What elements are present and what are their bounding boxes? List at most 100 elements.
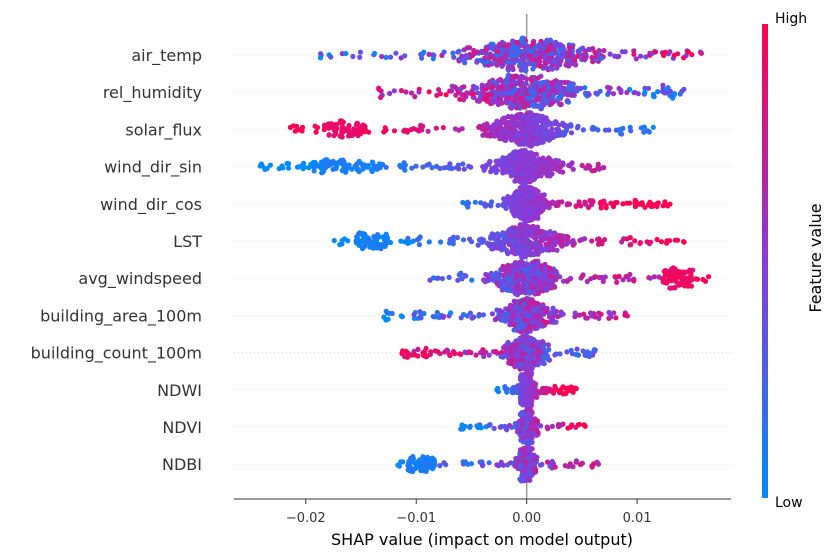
shap-point [535,290,542,297]
shap-point [497,97,504,103]
shap-point [616,53,622,60]
shap-point [411,312,417,318]
shap-point [670,274,676,280]
shap-point [498,353,504,360]
shap-point [258,161,264,167]
shap-point [510,247,516,253]
shap-point [585,162,591,169]
shap-point [286,161,292,167]
shap-point [505,59,511,65]
shap-point [460,92,466,98]
shap-point [535,95,541,101]
shap-point [594,236,601,242]
shap-point [642,89,648,95]
shap-point [644,239,650,245]
shap-point [393,50,399,56]
shap-point [530,40,536,46]
shap-point [488,52,494,59]
shap-point [472,199,478,205]
shap-point [508,165,514,171]
shap-point [545,342,552,348]
shap-point [509,114,515,120]
shap-point [559,238,565,244]
shap-point [574,125,581,131]
shap-point [549,60,555,66]
shap-point [456,48,462,54]
shap-point [500,93,506,99]
shap-point [530,336,536,343]
shap-point [530,85,536,91]
shap-point [514,272,520,278]
shap-point [534,230,540,236]
shap-point [521,40,527,46]
shap-point [360,163,366,169]
shap-point [434,92,440,98]
shap-point [426,89,432,95]
shap-point [537,63,543,69]
shap-point [655,89,661,95]
shap-point [538,138,544,144]
shap-point [631,48,637,54]
shap-point [482,48,488,54]
shap-point [516,160,522,166]
shap-point [346,162,352,168]
shap-point [383,54,389,61]
shap-point [596,48,602,54]
shap-point [500,60,506,66]
shap-point [550,131,556,137]
shap-point [607,51,613,57]
shap-point [579,162,585,169]
shap-point [468,164,474,170]
shap-point [542,353,548,359]
shap-point [565,99,572,105]
shap-point [461,84,467,90]
shap-point [697,49,704,55]
shap-point [513,56,519,62]
shap-point [518,48,525,55]
shap-point [516,259,523,265]
shap-point [649,203,656,209]
shap-point [495,49,501,55]
shap-point [463,273,469,279]
shap-point [521,104,527,110]
shap-point [326,132,332,138]
shap-point [473,352,479,358]
shap-point [536,115,542,121]
shap-point [486,352,492,358]
shap-point [504,427,510,433]
shap-point [632,197,638,203]
shap-point [539,305,546,312]
shap-point [558,309,564,315]
shap-point [317,55,324,61]
shap-point [435,349,441,355]
shap-point [553,351,559,357]
shap-point [538,238,544,244]
shap-point [638,53,644,59]
shap-point [633,56,639,62]
shap-point [480,132,486,138]
shap-point [403,89,409,95]
shap-point [450,50,456,56]
shap-point [683,269,689,275]
shap-point [379,53,385,60]
shap-point [660,82,666,88]
shap-point [592,274,598,280]
shap-point [566,86,572,92]
shap-point [506,154,512,160]
shap-point [538,233,545,239]
shap-point [555,314,561,320]
shap-point [546,205,552,211]
shap-point [372,50,378,57]
shap-point [510,232,516,238]
shap-point [523,179,529,185]
shap-point [512,99,518,105]
shap-point [531,252,537,258]
shap-point [650,124,656,130]
shap-point [491,233,497,239]
shap-point [519,175,525,181]
shap-point [477,350,484,356]
shap-point [356,231,362,237]
shap-point [560,129,566,136]
shap-point [398,238,404,244]
shap-point [474,59,480,65]
